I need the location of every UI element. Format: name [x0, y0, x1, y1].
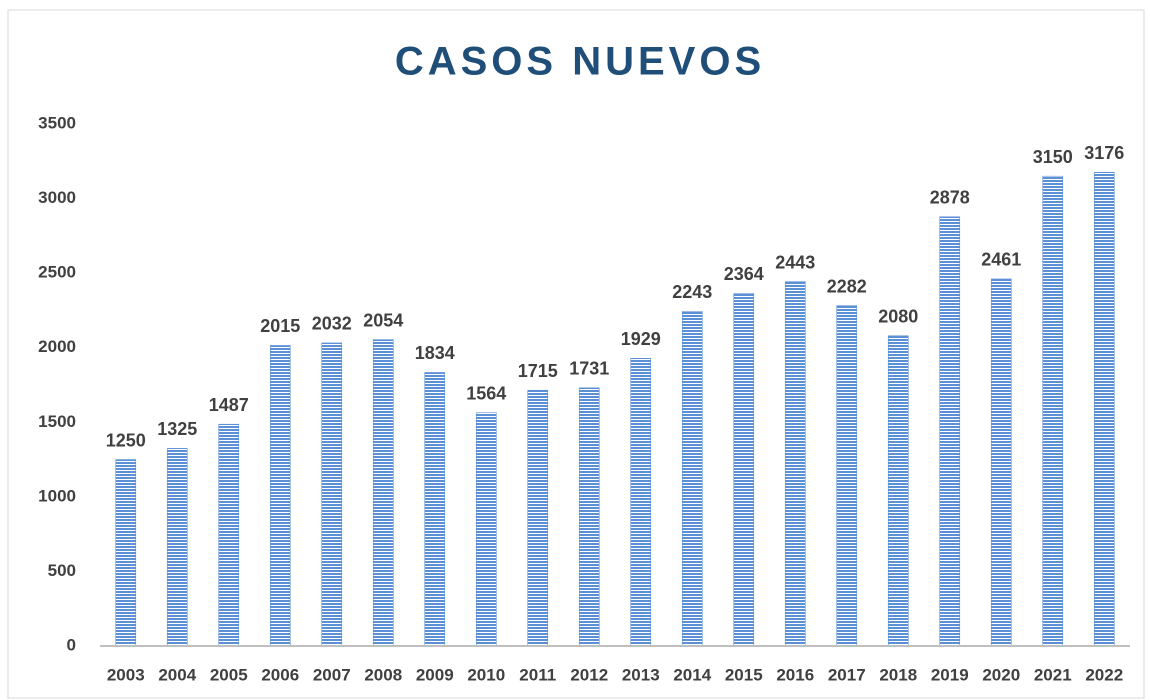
data-label: 2015: [260, 316, 300, 336]
bar: [166, 448, 188, 647]
y-tick-label: 3500: [38, 113, 76, 132]
x-tick-label: 2020: [982, 665, 1020, 684]
bar: [630, 358, 652, 647]
x-tick-label: 2013: [622, 665, 660, 684]
x-tick-label: 2022: [1085, 665, 1123, 684]
x-tick-label: 2008: [364, 665, 402, 684]
x-tick-label: 2003: [107, 665, 145, 684]
bar: [681, 311, 703, 647]
x-tick-label: 2007: [313, 665, 351, 684]
x-tick-label: 2012: [570, 665, 608, 684]
x-tick-label: 2010: [467, 665, 505, 684]
data-label: 2080: [878, 307, 918, 327]
bar: [836, 305, 858, 647]
bar: [321, 342, 343, 647]
data-label: 1250: [106, 430, 146, 450]
bar: [733, 293, 755, 647]
data-label: 2878: [930, 188, 970, 208]
x-tick-label: 2006: [261, 665, 299, 684]
x-tick-label: 2017: [828, 665, 866, 684]
data-label: 1834: [415, 343, 455, 363]
bar: [939, 216, 961, 647]
bar: [578, 387, 600, 647]
data-label: 1715: [518, 361, 558, 381]
x-tick-label: 2014: [673, 665, 711, 684]
data-label: 2054: [363, 310, 403, 330]
y-tick-label: 1000: [38, 486, 76, 505]
bar: [990, 278, 1012, 647]
x-tick-label: 2019: [931, 665, 969, 684]
y-tick-label: 2000: [38, 337, 76, 356]
data-label: 2032: [312, 314, 352, 334]
bar: [269, 345, 291, 647]
bar: [115, 459, 137, 647]
y-tick-label: 2500: [38, 263, 76, 282]
data-label: 2282: [827, 276, 867, 296]
bar: [372, 339, 394, 647]
x-tick-label: 2016: [776, 665, 814, 684]
data-label: 2364: [724, 264, 764, 284]
bar: [887, 335, 909, 647]
data-label: 2461: [981, 250, 1021, 270]
y-tick-label: 3000: [38, 188, 76, 207]
y-tick-label: 0: [67, 635, 76, 654]
bar: [784, 281, 806, 647]
x-tick-label: 2015: [725, 665, 763, 684]
bar: [218, 423, 240, 647]
bar: [1042, 175, 1064, 647]
x-tick-label: 2011: [519, 665, 556, 684]
y-tick-label: 1500: [38, 412, 76, 431]
x-tick-label: 2021: [1034, 665, 1072, 684]
data-label: 1325: [157, 419, 197, 439]
y-tick-label: 500: [48, 561, 76, 580]
data-label: 1731: [569, 359, 609, 379]
bar: [475, 412, 497, 647]
data-label: 1487: [209, 395, 249, 415]
x-tick-label: 2005: [210, 665, 248, 684]
data-label: 3176: [1084, 143, 1124, 163]
data-label: 3150: [1033, 147, 1073, 167]
data-label: 2243: [672, 282, 712, 302]
bar: [1093, 172, 1115, 647]
bar: [424, 372, 446, 647]
chart-title: CASOS NUEVOS: [395, 40, 765, 84]
bar: [527, 389, 549, 647]
data-label: 2443: [775, 252, 815, 272]
x-tick-label: 2009: [416, 665, 454, 684]
x-tick-label: 2018: [879, 665, 917, 684]
data-label: 1929: [621, 329, 661, 349]
data-label: 1564: [466, 383, 506, 403]
x-tick-label: 2004: [158, 665, 196, 684]
